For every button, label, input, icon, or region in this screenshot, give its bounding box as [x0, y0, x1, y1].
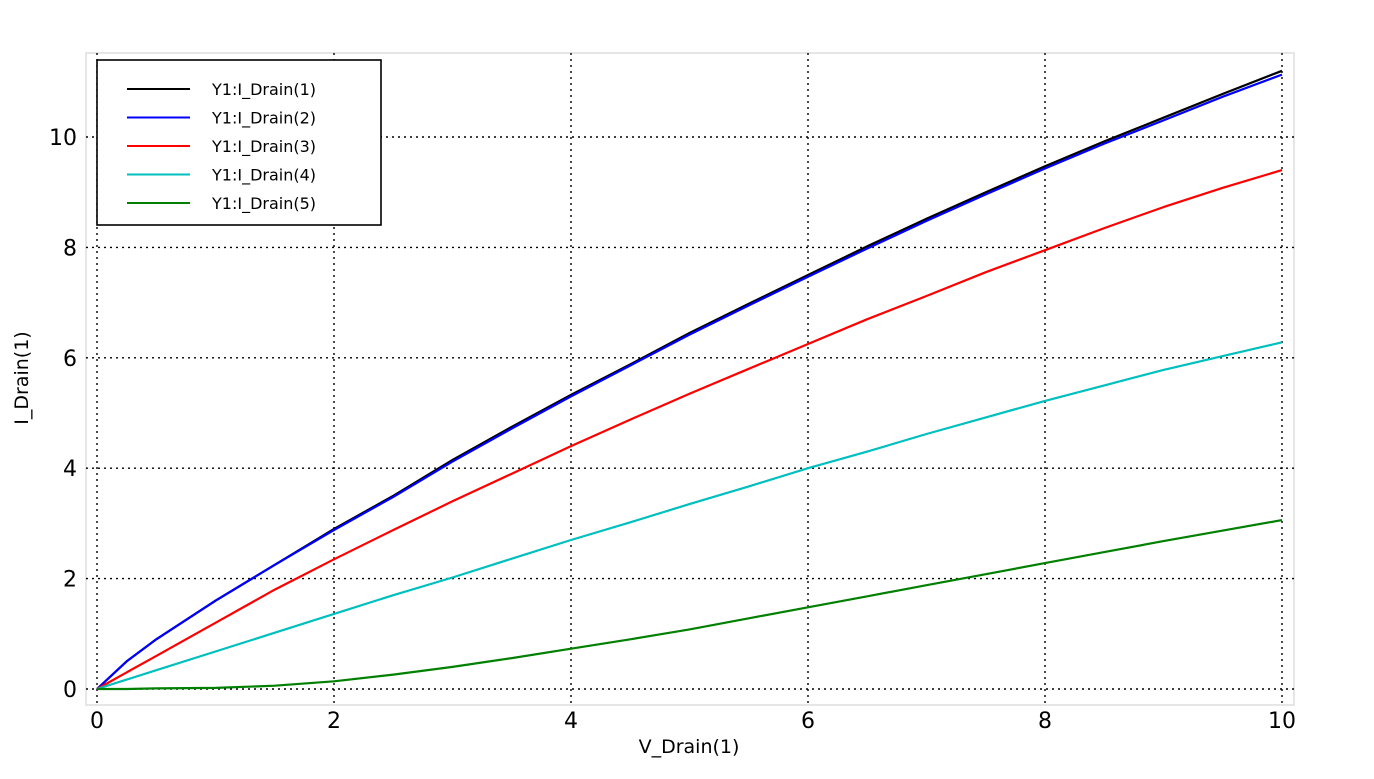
y-tick-label: 4 [63, 457, 77, 482]
y-tick-label: 8 [63, 236, 77, 261]
legend-label-2: Y1:I_Drain(2) [211, 109, 316, 129]
y-tick-label: 10 [49, 126, 77, 151]
x-axis-label: V_Drain(1) [639, 736, 740, 758]
legend-label-5: Y1:I_Drain(5) [211, 194, 316, 214]
legend-label-3: Y1:I_Drain(3) [211, 137, 316, 157]
x-tick-label: 8 [1038, 709, 1052, 734]
series-line-4 [96, 341, 1283, 691]
y-tick-label: 0 [63, 678, 77, 703]
legend: Y1:I_Drain(1) Y1:I_Drain(2) Y1:I_Drain(3) Y… [96, 59, 382, 226]
y-tick-label: 2 [63, 568, 77, 593]
y-tick-labels: 0 2 4 6 8 10 [49, 126, 77, 703]
x-tick-label: 2 [327, 709, 341, 734]
x-tick-label: 6 [801, 709, 815, 734]
legend-box [96, 59, 382, 226]
series-line-3 [96, 169, 1283, 690]
y-tick-label: 6 [63, 347, 77, 372]
series-line-5 [97, 519, 1283, 691]
series-line-2 [96, 73, 1283, 690]
series-layer [96, 69, 1283, 691]
x-tick-labels: 0 2 4 6 8 10 [90, 709, 1296, 734]
x-tick-label: 4 [564, 709, 578, 734]
x-tick-label: 10 [1268, 709, 1296, 734]
y-axis-label: I_Drain(1) [11, 331, 33, 424]
legend-label-1: Y1:I_Drain(1) [211, 80, 316, 100]
x-tick-label: 0 [90, 709, 104, 734]
legend-label-4: Y1:I_Drain(4) [211, 166, 316, 186]
